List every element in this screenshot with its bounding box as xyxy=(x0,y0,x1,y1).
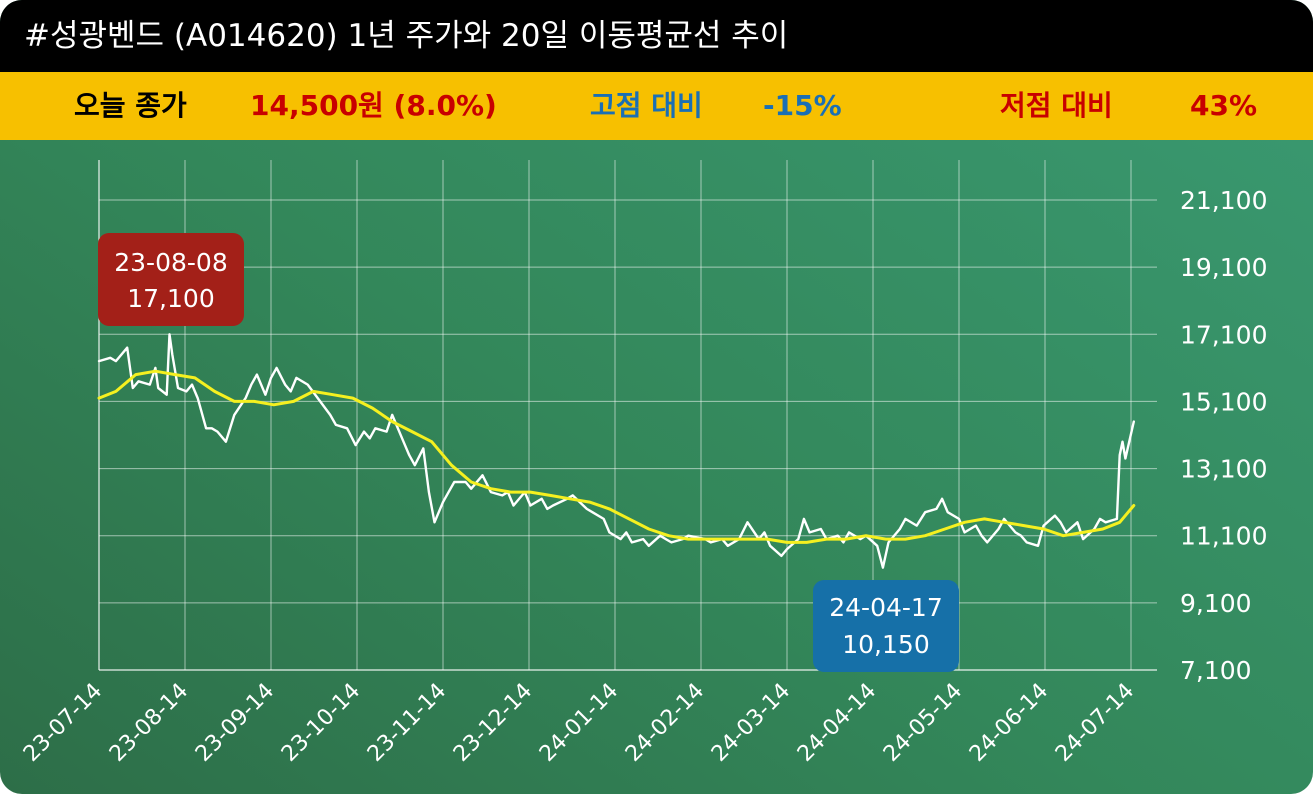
y-tick-label: 15,100 xyxy=(1180,387,1267,416)
low-callout-value: 10,150 xyxy=(842,630,929,659)
x-tick-label: 24-05-14 xyxy=(879,679,967,767)
series-lines xyxy=(97,333,1136,569)
today-close-label: 오늘 종가 xyxy=(74,89,187,122)
stats-bar: 오늘 종가 14,500원 (8.0%) 고점 대비 -15% 저점 대비 43… xyxy=(0,72,1313,140)
y-tick-label: 11,100 xyxy=(1180,522,1267,551)
y-axis-ticks: 21,100 19,100 17,100 15,100 13,100 11,100 9,10… xyxy=(1180,186,1267,685)
high-callout-box xyxy=(98,233,244,326)
y-tick-label: 13,100 xyxy=(1180,455,1267,484)
x-tick-label: 24-01-14 xyxy=(535,679,623,767)
callouts: 23-08-08 17,100 24-04-17 10,150 xyxy=(98,233,959,672)
price-line xyxy=(97,333,1136,569)
y-tick-label: 9,100 xyxy=(1180,589,1252,618)
low-callout-box xyxy=(813,580,959,672)
grid xyxy=(98,160,1157,671)
x-axis-ticks: 23-07-1423-08-1423-09-1423-10-1423-11-14… xyxy=(19,679,1139,767)
y-tick-label: 19,100 xyxy=(1180,253,1267,282)
low-callout: 24-04-17 10,150 xyxy=(813,580,959,672)
vs-high-value: -15% xyxy=(763,89,842,122)
x-tick-label: 23-12-14 xyxy=(449,679,537,767)
x-tick-label: 24-04-14 xyxy=(793,679,881,767)
high-callout-date: 23-08-08 xyxy=(114,248,227,277)
x-tick-label: 23-10-14 xyxy=(277,679,365,767)
x-tick-label: 23-07-14 xyxy=(19,679,107,767)
chart-title: #성광벤드 (A014620) 1년 주가와 20일 이동평균선 추이 xyxy=(0,0,1313,72)
x-tick-label: 23-09-14 xyxy=(191,679,279,767)
y-tick-label: 21,100 xyxy=(1180,186,1267,215)
x-tick-label: 23-11-14 xyxy=(363,679,451,767)
today-close-value: 14,500원 (8.0%) xyxy=(250,89,497,122)
vs-high-label: 고점 대비 xyxy=(590,89,703,122)
vs-low-label: 저점 대비 xyxy=(1000,89,1113,122)
x-tick-label: 24-07-14 xyxy=(1051,679,1139,767)
high-callout-value: 17,100 xyxy=(127,284,214,313)
x-tick-label: 24-02-14 xyxy=(621,679,709,767)
x-tick-label: 24-03-14 xyxy=(707,679,795,767)
low-callout-date: 24-04-17 xyxy=(829,593,942,622)
y-tick-label: 7,100 xyxy=(1180,656,1252,685)
x-tick-label: 24-06-14 xyxy=(965,679,1053,767)
y-tick-label: 17,100 xyxy=(1180,320,1267,349)
ma20-line xyxy=(97,369,1136,544)
vs-low-value: 43% xyxy=(1190,89,1258,122)
x-tick-label: 23-08-14 xyxy=(105,679,193,767)
high-callout: 23-08-08 17,100 xyxy=(98,233,244,326)
